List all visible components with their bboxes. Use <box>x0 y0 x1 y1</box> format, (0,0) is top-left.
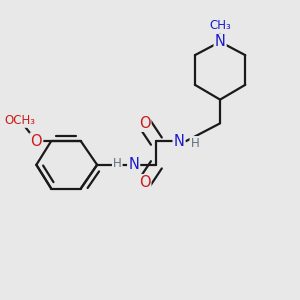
Text: O: O <box>139 116 150 131</box>
Text: H: H <box>190 137 199 150</box>
Text: N: N <box>128 157 139 172</box>
Text: CH₃: CH₃ <box>209 19 231 32</box>
Text: OCH₃: OCH₃ <box>4 114 36 127</box>
Text: O: O <box>139 175 150 190</box>
Text: N: N <box>214 34 226 49</box>
Text: N: N <box>174 134 184 148</box>
Text: H: H <box>113 157 122 170</box>
Text: O: O <box>31 134 42 148</box>
